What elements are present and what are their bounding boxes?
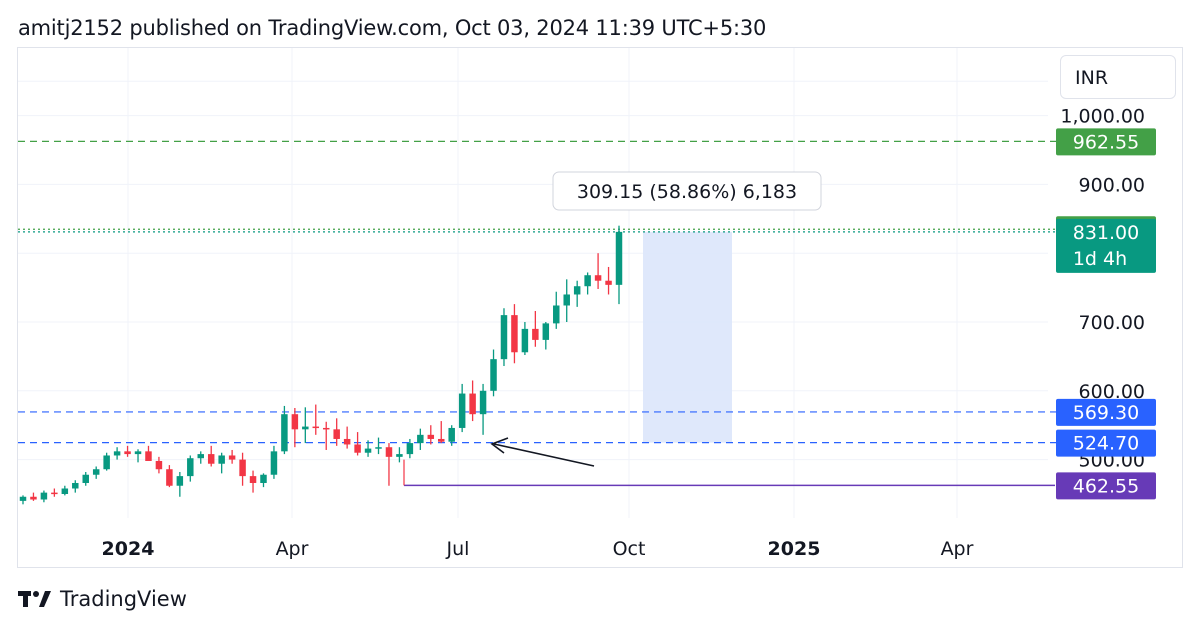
- candle-body: [124, 451, 131, 455]
- candle-body: [30, 496, 37, 500]
- candle-body: [322, 427, 330, 430]
- candle-body: [479, 390, 487, 415]
- x-axis-tick-label: 2025: [768, 538, 821, 560]
- candle-body: [239, 459, 246, 477]
- candle-body: [438, 438, 445, 442]
- candle-body: [375, 447, 382, 449]
- candle-body: [396, 454, 403, 457]
- price-label-text: 462.55: [1073, 475, 1139, 497]
- candle-body: [458, 393, 466, 428]
- candle-body: [40, 492, 48, 500]
- y-axis-tick-label: 900.00: [1079, 174, 1145, 196]
- x-axis-tick-label: Apr: [276, 538, 309, 560]
- candle-body: [166, 469, 173, 486]
- tradingview-footer: TradingView: [18, 587, 187, 611]
- candle-body: [82, 474, 89, 483]
- measure-range: [643, 231, 732, 443]
- candle-body: [584, 275, 591, 287]
- candle-body: [469, 393, 476, 415]
- candle-body: [594, 275, 602, 281]
- candle-body: [176, 476, 184, 486]
- candle-body: [385, 447, 393, 457]
- currency-button[interactable]: INR: [1060, 55, 1176, 99]
- candle-body: [427, 434, 435, 439]
- candle-body: [19, 496, 27, 501]
- candle-body: [92, 469, 100, 475]
- candle-body: [364, 448, 372, 453]
- candle-body: [563, 294, 570, 306]
- measure-tooltip-text: 309.15 (58.86%) 6,183: [577, 181, 797, 203]
- candle-body: [249, 476, 257, 483]
- candle-body: [228, 455, 236, 460]
- candle-body: [155, 460, 163, 470]
- tradingview-logo-icon: [18, 589, 52, 609]
- candle-body: [511, 315, 518, 353]
- y-axis-tick-label: 700.00: [1079, 312, 1145, 334]
- countdown-label-text: 1d 4h: [1073, 248, 1127, 270]
- candle-body: [187, 458, 194, 477]
- candle-body: [291, 414, 299, 430]
- candle-body: [553, 305, 560, 324]
- candle-body: [145, 451, 152, 461]
- price-label-box: [1056, 429, 1156, 457]
- arrow-head-icon: [490, 437, 509, 454]
- x-axis-tick-label: Apr: [941, 538, 974, 560]
- candle-body: [343, 438, 351, 445]
- candle-body: [218, 455, 225, 464]
- candle-body: [500, 315, 508, 360]
- candle-body: [521, 328, 529, 353]
- candle-body: [113, 451, 121, 456]
- candle-body: [103, 455, 110, 470]
- candle-body: [72, 482, 79, 489]
- candle-body: [134, 451, 142, 455]
- candle-body: [61, 488, 69, 494]
- x-axis-tick-label: 2024: [102, 538, 155, 560]
- brand-name: TradingView: [60, 587, 187, 611]
- candle-body: [542, 323, 550, 340]
- arrow-shaft: [493, 443, 595, 467]
- candle-body: [270, 451, 278, 475]
- candle-body: [490, 359, 497, 391]
- price-label-box: [1056, 472, 1156, 500]
- measure-tooltip: [552, 171, 822, 211]
- price-label-text: 962.55: [1073, 131, 1139, 153]
- candle-body: [51, 492, 58, 495]
- candle-body: [605, 280, 612, 285]
- candle-body: [207, 454, 215, 464]
- candle-body: [281, 414, 288, 452]
- candle-body: [260, 474, 267, 483]
- candle-body: [448, 427, 455, 442]
- price-label-text: 831.00: [1073, 222, 1139, 244]
- x-axis-tick-label: Jul: [446, 538, 470, 560]
- candle-body: [573, 286, 581, 295]
- candle-body: [532, 328, 539, 340]
- price-label-text: 524.70: [1073, 433, 1139, 455]
- candle-body: [197, 454, 204, 459]
- candle-body: [354, 444, 361, 453]
- y-axis-tick-label: 600.00: [1079, 381, 1145, 403]
- x-axis-tick-label: Oct: [613, 538, 646, 560]
- candle-body: [615, 231, 623, 285]
- price-label-box: [1056, 398, 1156, 426]
- candlestick-chart[interactable]: 309.15 (58.86%) 6,183 1,000.00 900.00 700.0…: [18, 48, 1183, 568]
- chart-area[interactable]: 309.15 (58.86%) 6,183 1,000.00 900.00 700.0…: [17, 47, 1183, 568]
- candle-body: [333, 429, 340, 439]
- y-axis-tick-label: 1,000.00: [1060, 106, 1145, 128]
- price-label-box: [1056, 218, 1156, 273]
- candle-body: [302, 426, 309, 430]
- publish-header: amitj2152 published on TradingView.com, …: [18, 16, 767, 40]
- candle-body: [406, 443, 414, 455]
- candle-body: [417, 434, 424, 444]
- price-label-box: [1056, 128, 1156, 156]
- price-label-text: 569.30: [1073, 402, 1139, 424]
- candle-body: [312, 426, 320, 429]
